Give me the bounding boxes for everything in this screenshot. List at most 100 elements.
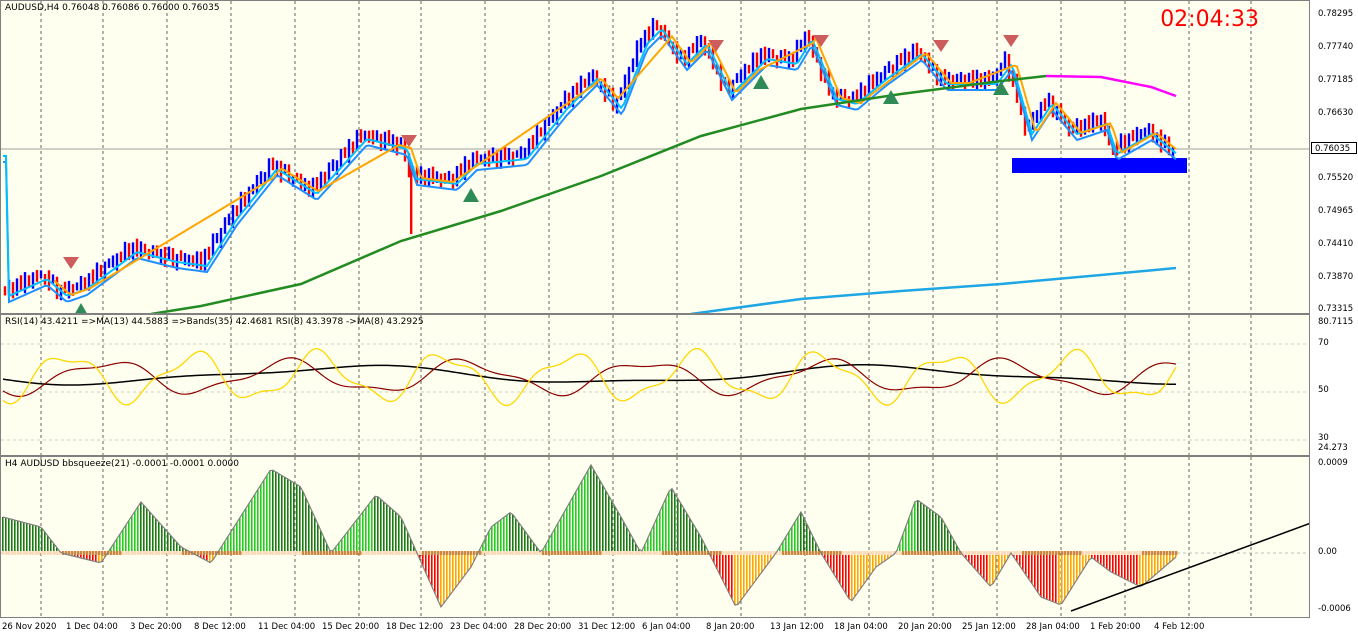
squeeze-dot (1073, 551, 1076, 555)
squeeze-dot (299, 551, 302, 555)
squeeze-bar (1067, 553, 1069, 594)
squeeze-dot (515, 551, 518, 555)
price-chart-pane[interactable]: AUDUSD,H4 0.76048 0.76086 0.76000 0.7603… (0, 0, 1310, 314)
price-candle (839, 88, 843, 101)
squeeze-dot (323, 551, 326, 555)
squeeze-dot (590, 551, 593, 555)
squeeze-dot (20, 551, 23, 555)
price-candle (219, 227, 223, 249)
squeeze-dot (1082, 551, 1085, 555)
price-candle (615, 96, 619, 114)
squeeze-dot (1097, 551, 1100, 555)
squeeze-bar (590, 465, 592, 553)
squeeze-dot (692, 551, 695, 555)
squeeze-bar (998, 553, 1000, 574)
price-candle (1139, 129, 1143, 140)
price-candle (271, 157, 275, 171)
squeeze-bar (392, 509, 394, 553)
price-candle (1043, 98, 1047, 112)
squeeze-dot (146, 551, 149, 555)
squeeze-bar (947, 529, 949, 553)
candle-countdown-clock: 02:04:33 (1160, 7, 1259, 32)
price-candle (607, 85, 611, 97)
squeeze-bar (359, 515, 361, 553)
squeeze-bar (686, 513, 688, 553)
sell-arrow (1003, 35, 1019, 47)
squeeze-dot (884, 551, 887, 555)
squeeze-bar (734, 553, 736, 605)
squeeze-bar (404, 526, 406, 553)
squeeze-bar (1049, 553, 1051, 601)
squeeze-dot (176, 551, 179, 555)
squeeze-bar (344, 534, 346, 553)
squeeze-dot (311, 551, 314, 555)
squeeze-dot (1100, 551, 1103, 555)
price-candle (1091, 112, 1095, 133)
price-candle (1099, 114, 1103, 131)
squeeze-dot (566, 551, 569, 555)
squeeze-dot (548, 551, 551, 555)
price-candle (135, 238, 139, 257)
squeeze-bar (1064, 553, 1066, 599)
squeeze-bar (986, 553, 988, 583)
price-candle (599, 81, 603, 93)
squeeze-dot (404, 551, 407, 555)
squeeze-axis-label: -0.0006 (1318, 604, 1351, 614)
squeeze-bar (1136, 553, 1138, 585)
price-candle (1039, 101, 1043, 122)
squeeze-bar (1031, 553, 1033, 584)
squeeze-dot (341, 551, 344, 555)
squeeze-bar (968, 553, 970, 563)
squeeze-dot (746, 551, 749, 555)
squeeze-bar (413, 546, 415, 553)
time-label: 18 Dec 12:00 (386, 622, 444, 632)
squeeze-dot (722, 551, 725, 555)
squeeze-dot (470, 551, 473, 555)
squeeze-axis-label: 0.0009 (1318, 458, 1348, 468)
squeeze-dot (896, 551, 899, 555)
squeeze-bar (800, 512, 802, 553)
squeeze-dot (1115, 551, 1118, 555)
squeeze-dot (56, 551, 59, 555)
price-candle (159, 248, 163, 265)
squeeze-pane[interactable]: H4 AUDUSD bbsqueeze(21) -0.0001 -0.0001 … (0, 456, 1310, 618)
price-candle (171, 248, 175, 268)
squeeze-bar (14, 520, 16, 553)
squeeze-bar (827, 553, 829, 565)
squeeze-bar (1022, 553, 1024, 571)
squeeze-bar (482, 543, 484, 553)
squeeze-bar (713, 553, 715, 563)
squeeze-bar (833, 553, 835, 575)
squeeze-bar (473, 553, 475, 561)
sell-arrow (813, 35, 829, 47)
price-candle (807, 30, 811, 47)
squeeze-bar (914, 501, 916, 553)
price-candle (239, 191, 243, 214)
squeeze-dot (983, 551, 986, 555)
squeeze-dot (956, 551, 959, 555)
chart-title: AUDUSD,H4 0.76048 0.76086 0.76000 0.7603… (5, 3, 220, 13)
squeeze-dot (740, 551, 743, 555)
price-candle (959, 71, 963, 84)
squeeze-bar (626, 527, 628, 553)
squeeze-dot (1175, 551, 1178, 555)
rsi-pane[interactable]: RSI(14) 43.4211 =>MA(13) 44.5883 =>Bands… (0, 314, 1310, 456)
squeeze-bar (245, 508, 247, 553)
price-candle (639, 37, 643, 53)
squeeze-dot (650, 551, 653, 555)
squeeze-dot (536, 551, 539, 555)
squeeze-dot (671, 551, 674, 555)
price-candle (751, 52, 755, 75)
price-candle (871, 74, 875, 90)
squeeze-dot (134, 551, 137, 555)
squeeze-bar (248, 503, 250, 553)
price-candle (127, 243, 131, 260)
squeeze-bar (737, 553, 739, 605)
squeeze-dot (320, 551, 323, 555)
squeeze-dot (281, 551, 284, 555)
price-candle (1167, 136, 1171, 156)
price-candle (623, 74, 627, 98)
squeeze-bar (569, 501, 571, 553)
squeeze-bar (983, 553, 985, 580)
price-candle (995, 68, 999, 86)
